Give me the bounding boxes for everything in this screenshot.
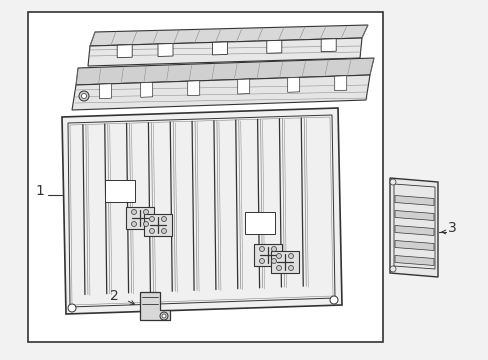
Polygon shape bbox=[394, 225, 433, 235]
Polygon shape bbox=[187, 81, 199, 96]
Bar bbox=[143, 214, 172, 236]
Polygon shape bbox=[62, 108, 341, 314]
Circle shape bbox=[329, 296, 337, 304]
Bar bbox=[253, 244, 282, 266]
Polygon shape bbox=[76, 58, 373, 85]
Polygon shape bbox=[334, 76, 346, 91]
Circle shape bbox=[389, 266, 395, 272]
Bar bbox=[28, 12, 382, 342]
Polygon shape bbox=[394, 211, 433, 220]
Circle shape bbox=[160, 312, 168, 320]
Circle shape bbox=[288, 266, 293, 270]
Bar bbox=[126, 207, 154, 229]
Circle shape bbox=[259, 247, 264, 252]
Circle shape bbox=[259, 258, 264, 264]
Text: 1: 1 bbox=[35, 184, 44, 198]
Circle shape bbox=[143, 210, 148, 215]
Circle shape bbox=[271, 258, 276, 264]
Polygon shape bbox=[158, 44, 173, 57]
Text: 3: 3 bbox=[447, 221, 456, 235]
Polygon shape bbox=[117, 45, 132, 58]
Circle shape bbox=[161, 216, 166, 221]
Circle shape bbox=[149, 216, 154, 221]
Polygon shape bbox=[90, 25, 367, 46]
Circle shape bbox=[389, 179, 395, 185]
Polygon shape bbox=[287, 77, 299, 92]
Circle shape bbox=[81, 94, 86, 99]
Circle shape bbox=[143, 221, 148, 226]
Circle shape bbox=[149, 229, 154, 234]
Polygon shape bbox=[72, 75, 369, 110]
Circle shape bbox=[131, 221, 136, 226]
Polygon shape bbox=[389, 178, 437, 277]
Polygon shape bbox=[394, 240, 433, 251]
Polygon shape bbox=[237, 79, 249, 94]
Circle shape bbox=[79, 91, 89, 101]
Circle shape bbox=[68, 304, 76, 312]
Polygon shape bbox=[88, 38, 361, 66]
Polygon shape bbox=[321, 39, 336, 52]
Polygon shape bbox=[394, 256, 433, 266]
Text: 2: 2 bbox=[110, 289, 119, 303]
Circle shape bbox=[271, 247, 276, 252]
Circle shape bbox=[162, 314, 165, 318]
Circle shape bbox=[276, 266, 281, 270]
Circle shape bbox=[131, 210, 136, 215]
Polygon shape bbox=[266, 40, 281, 53]
Polygon shape bbox=[141, 82, 152, 97]
Circle shape bbox=[288, 253, 293, 258]
Bar bbox=[244, 212, 274, 234]
Circle shape bbox=[161, 229, 166, 234]
Circle shape bbox=[276, 253, 281, 258]
Bar bbox=[270, 251, 298, 273]
Polygon shape bbox=[394, 195, 433, 206]
Polygon shape bbox=[212, 42, 227, 55]
Polygon shape bbox=[100, 84, 111, 99]
Polygon shape bbox=[140, 292, 170, 320]
Bar bbox=[105, 180, 135, 202]
